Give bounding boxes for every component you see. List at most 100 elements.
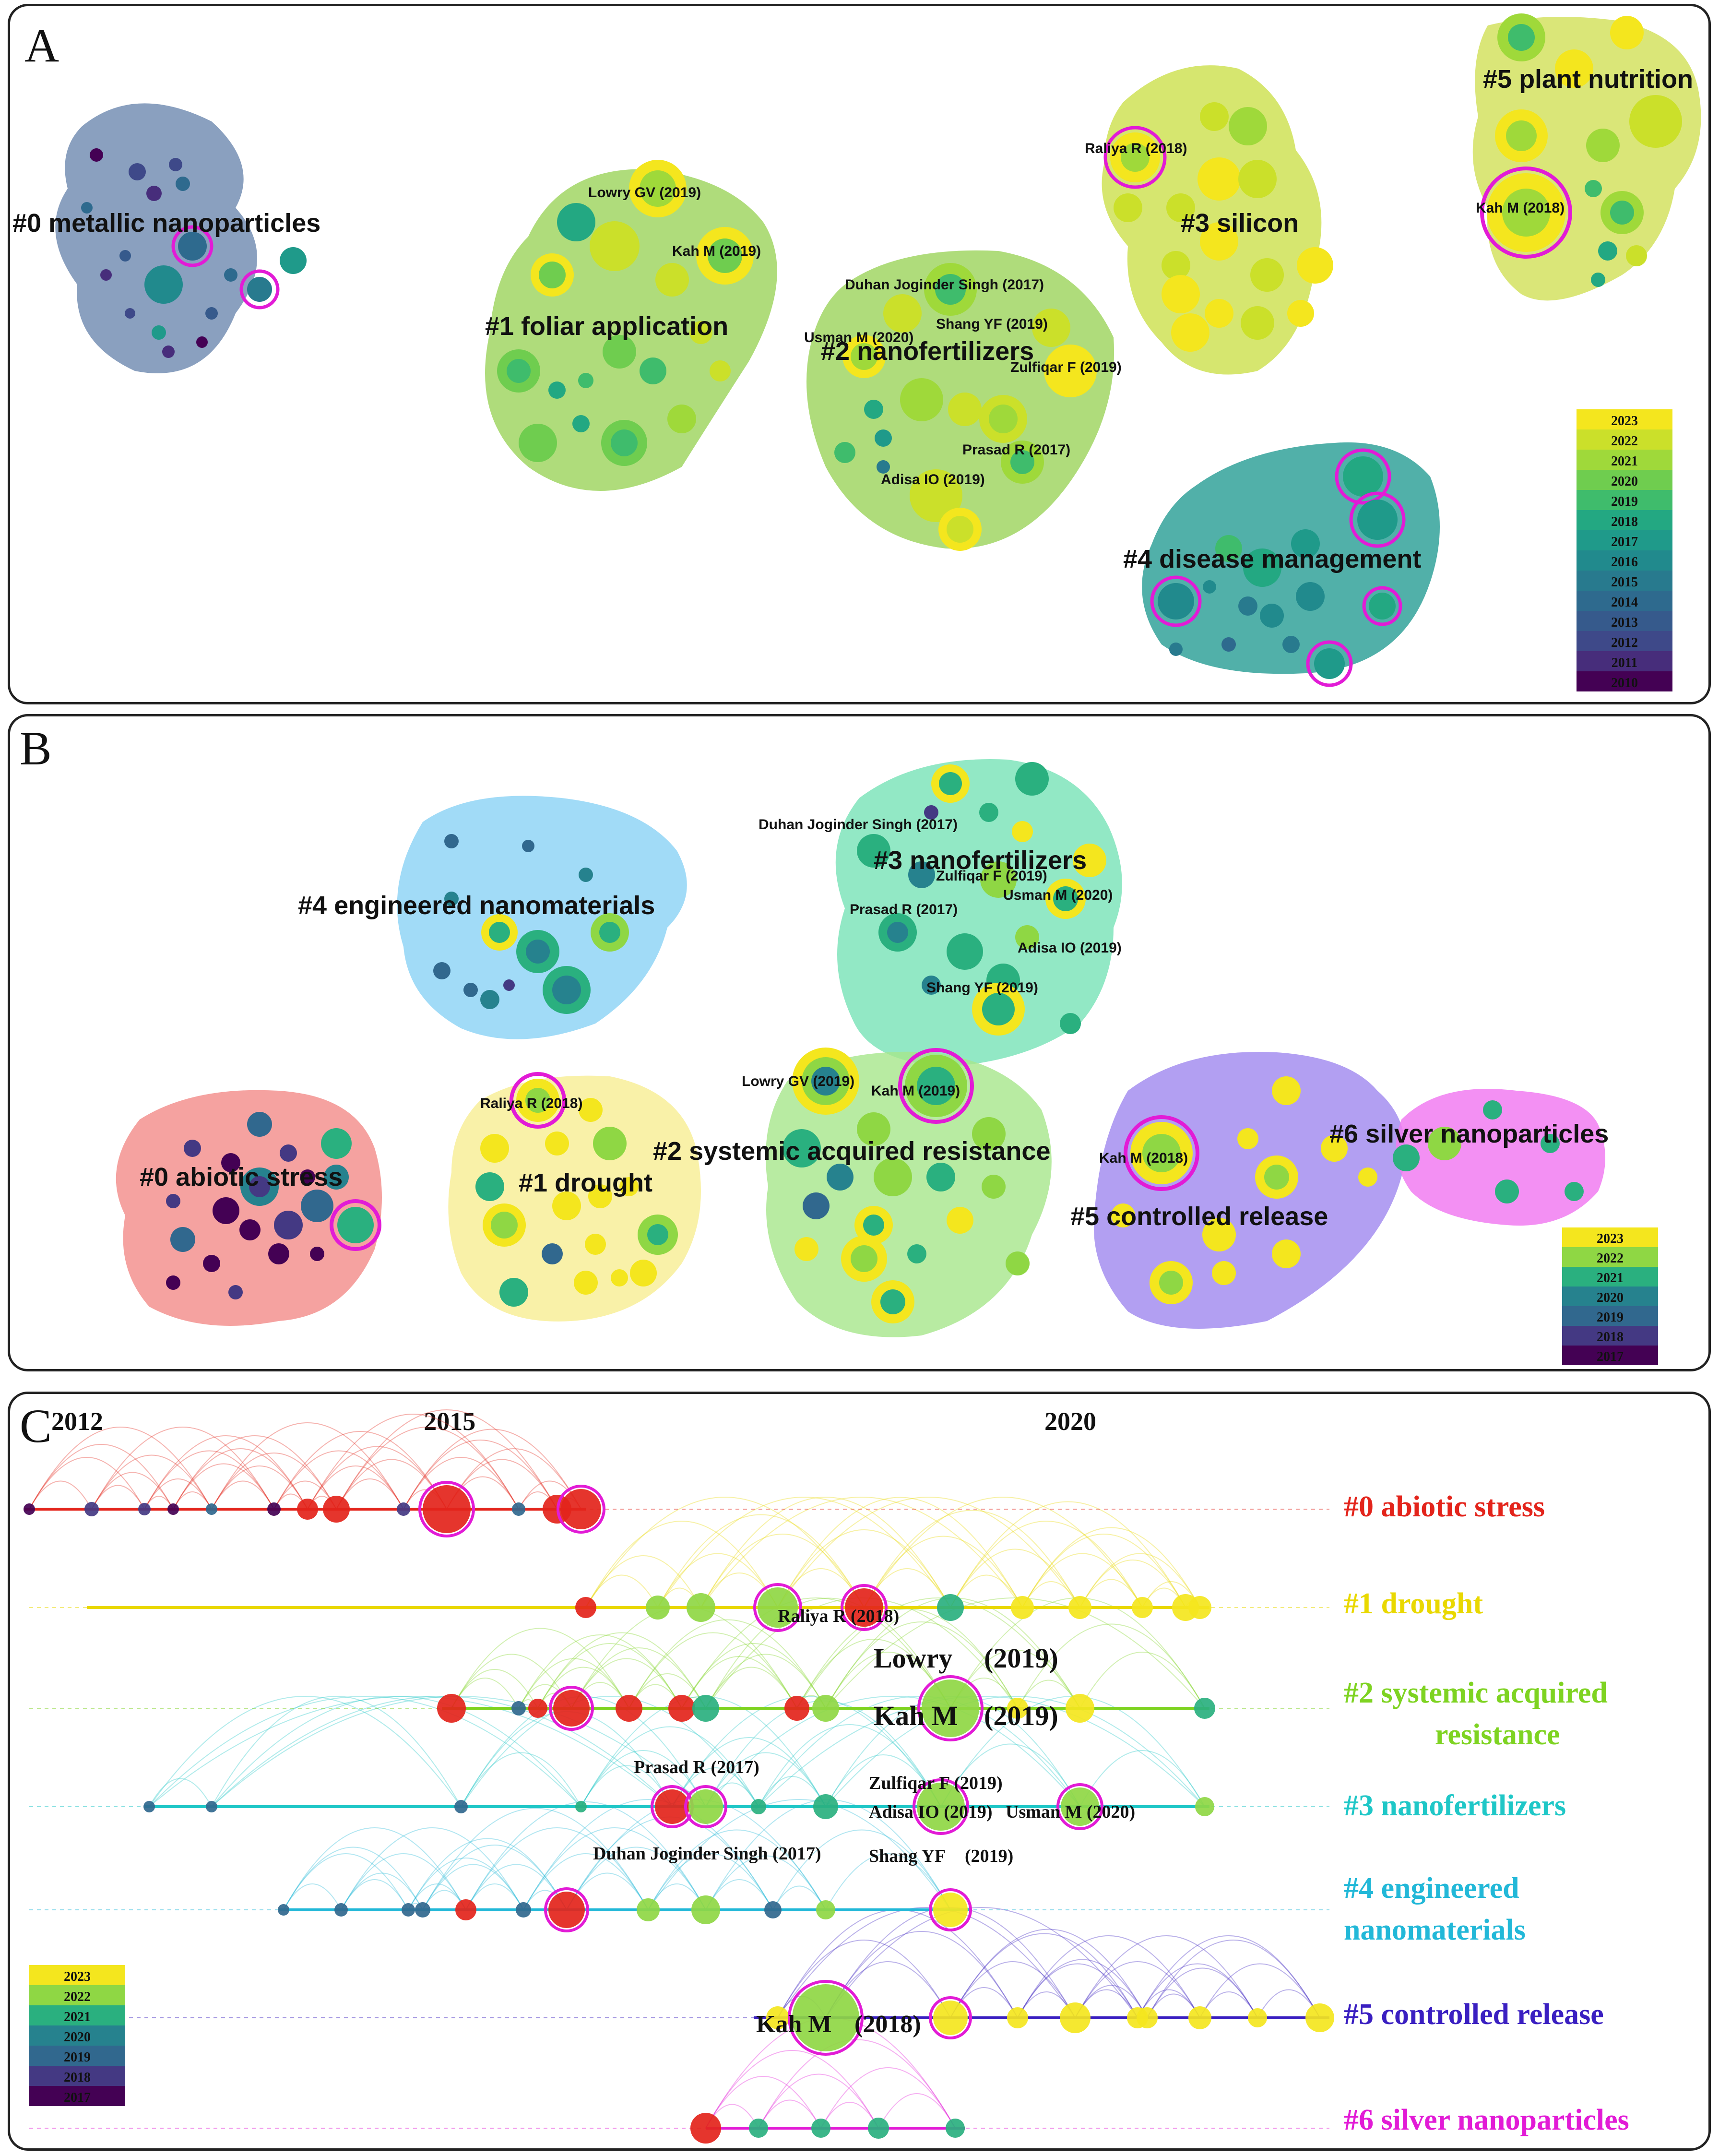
author-label-b-prasad: Prasad R (2017) — [850, 902, 958, 917]
legend-swatch-2022 — [29, 1985, 125, 2005]
node — [545, 1132, 569, 1155]
node — [1032, 309, 1070, 347]
timeline-node — [749, 2119, 768, 2138]
node — [1502, 189, 1550, 237]
citation-arc — [537, 1632, 706, 1709]
burst-ring — [544, 1887, 589, 1932]
node — [619, 1177, 639, 1196]
node — [590, 221, 640, 271]
timeline-node — [167, 1503, 179, 1515]
node — [1212, 1261, 1236, 1285]
legend-swatch-2020 — [1562, 1286, 1658, 1306]
timeline-node — [454, 1800, 468, 1813]
citation-arc — [672, 1737, 826, 1807]
citation-arc — [461, 1752, 581, 1807]
legend-year-2013: 2013 — [1611, 615, 1638, 630]
node — [444, 834, 459, 848]
citation-arc — [705, 1667, 797, 1709]
citation-arc — [585, 1521, 778, 1608]
node — [1495, 1179, 1519, 1203]
timeline-node — [655, 1789, 689, 1824]
cluster-3-nodes-a — [1103, 102, 1333, 352]
citation-arc — [1017, 1959, 1148, 2018]
c-author-kah2018-name: Kah M — [756, 2011, 831, 2038]
citation-arc — [581, 1750, 706, 1807]
node — [1393, 1144, 1420, 1171]
year-legend-b: 2023 2022 2021 2020 2019 2018 2017 — [1562, 1227, 1658, 1365]
cluster-5-nodes-a — [1480, 13, 1682, 287]
legend-year-2018: 2018 — [1597, 1330, 1624, 1345]
node — [499, 1278, 528, 1307]
node — [1282, 636, 1300, 653]
legend-swatch-2015 — [1577, 571, 1672, 591]
node — [917, 1067, 955, 1105]
node — [300, 1169, 315, 1185]
citation-arc — [950, 1521, 1143, 1608]
citation-arc — [211, 1696, 462, 1807]
timeline-author-labels: Raliya R (2018) Lowry (2019) Kah M (2019… — [593, 1606, 1135, 2038]
citation-arc — [173, 1435, 337, 1510]
node — [1142, 1134, 1181, 1172]
citation-arc — [571, 1606, 797, 1709]
timeline-node — [267, 1502, 281, 1516]
citation-arc — [336, 1409, 557, 1510]
node — [593, 1127, 627, 1160]
cluster-0-nodes-b — [166, 1112, 381, 1299]
cluster-5-region-b — [1093, 1052, 1406, 1329]
legend-swatch-2019 — [29, 2046, 125, 2066]
legend-year-2023: 2023 — [1597, 1231, 1624, 1246]
node — [1015, 762, 1049, 796]
node — [1369, 593, 1396, 619]
legend-swatch-2020 — [1577, 470, 1672, 490]
c-author-adisa: Adisa IO (2019) — [869, 1802, 993, 1822]
citation-arc — [758, 1696, 1080, 1807]
node — [166, 1194, 180, 1208]
legend-year-2017: 2017 — [1597, 1349, 1624, 1364]
citation-arc — [950, 1933, 1138, 2018]
burst-ring — [684, 1785, 727, 1828]
timeline-node — [764, 1901, 782, 1918]
node — [603, 335, 636, 369]
cluster-label-b-5: #5 controlled release — [1070, 1202, 1328, 1231]
node — [184, 1140, 201, 1157]
citation-arc — [523, 1853, 649, 1910]
timeline-node — [24, 1503, 35, 1515]
c-author-zulfiqar: Zulfiqar F (2019) — [869, 1773, 1003, 1793]
citation-arc — [451, 1669, 538, 1709]
year-tick-2012: 2012 — [51, 1407, 103, 1436]
citation-arc — [628, 1632, 797, 1709]
burst-ring — [929, 1888, 972, 1931]
citation-arc — [566, 1846, 706, 1910]
cluster-label-b-3: #3 nanofertilizers — [874, 846, 1087, 875]
citation-arc — [705, 2076, 821, 2129]
legend-swatch-2018 — [1562, 1326, 1658, 1346]
node — [1238, 596, 1257, 616]
timeline-node — [528, 1699, 547, 1718]
citation-arc — [950, 1574, 1023, 1608]
node — [1241, 306, 1274, 340]
node — [239, 1219, 261, 1240]
node — [119, 250, 131, 262]
panel-b-network: B Duhan Joginder Singh (2017) Zulfiqar F… — [20, 722, 1658, 1365]
node — [926, 1163, 955, 1191]
legend-year-2012: 2012 — [1611, 635, 1638, 650]
node — [1250, 258, 1284, 292]
cluster-label-a-1: #1 foliar application — [485, 312, 728, 341]
timeline-node — [692, 1695, 719, 1722]
citation-arc — [657, 1553, 778, 1608]
cluster-1-nodes-a — [497, 160, 754, 466]
timeline-node — [922, 1680, 979, 1737]
node — [144, 265, 183, 304]
node — [1215, 535, 1242, 562]
node — [1506, 120, 1537, 151]
node — [519, 424, 557, 462]
node — [337, 1207, 374, 1243]
year-axis: 2012 2015 2020 — [51, 1407, 1096, 1436]
node — [1205, 299, 1233, 328]
timeline-node — [1011, 1596, 1034, 1619]
c-author-lowry-year: (2019) — [984, 1643, 1058, 1674]
row-labels: #0 abiotic stress #1 drought #2 systemic… — [1344, 1490, 1629, 2136]
timeline-node — [437, 1694, 466, 1723]
node — [274, 1211, 303, 1239]
burst-ring — [1480, 167, 1572, 259]
